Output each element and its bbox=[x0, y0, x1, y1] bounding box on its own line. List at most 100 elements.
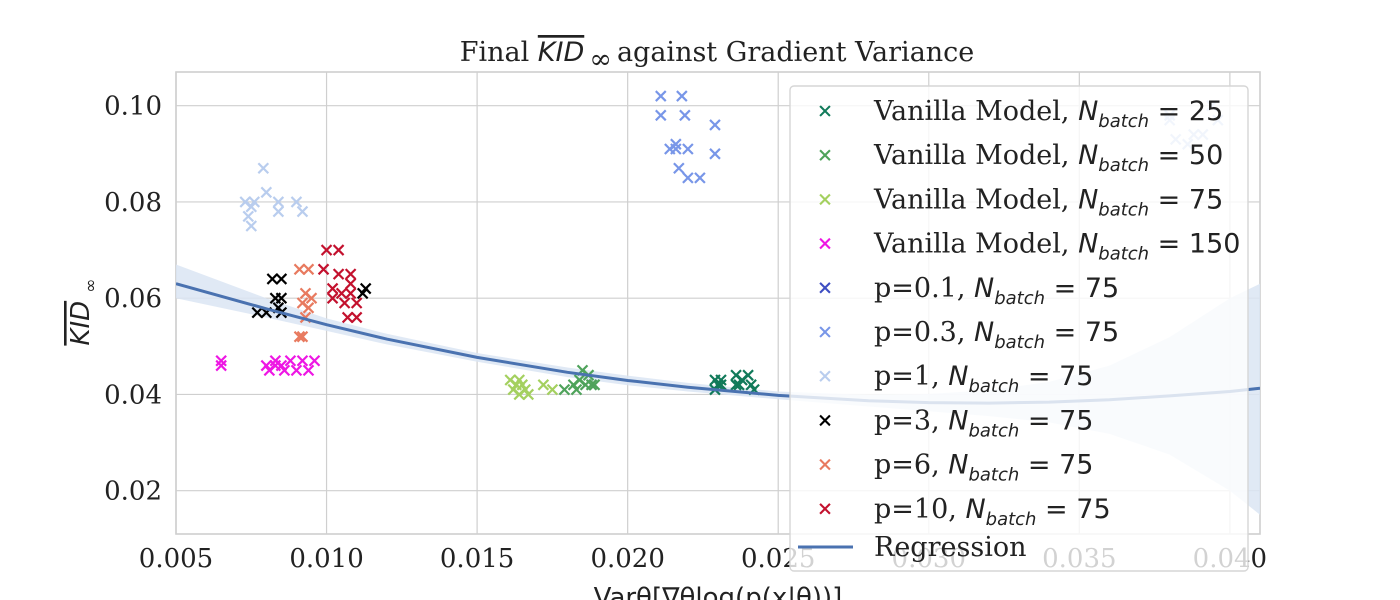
scatter-point bbox=[513, 374, 526, 386]
series-markers bbox=[215, 354, 321, 377]
legend-label: Vanilla Model, Nbatch = 75 bbox=[873, 184, 1223, 220]
legend-batch-value: 150 bbox=[1189, 229, 1241, 260]
legend-batch-subscript: batch bbox=[1098, 155, 1149, 176]
scatter-point bbox=[278, 364, 291, 377]
scatter-point bbox=[275, 292, 288, 304]
y-tick-label: 0.08 bbox=[104, 188, 162, 218]
y-tick-label: 0.06 bbox=[104, 284, 162, 314]
scatter-point bbox=[290, 196, 303, 208]
scatter-point bbox=[326, 292, 339, 304]
legend-batch-value: 75 bbox=[1076, 494, 1110, 525]
legend-label: Vanilla Model, Nbatch = 50 bbox=[873, 140, 1223, 176]
y-axis-label-infinity: ∞ bbox=[81, 278, 101, 292]
legend-batch-subscript: batch bbox=[968, 465, 1019, 486]
scatter-point bbox=[284, 354, 297, 367]
scatter-point bbox=[682, 143, 694, 155]
scatter-point bbox=[293, 263, 306, 276]
legend-marker bbox=[819, 105, 831, 117]
scatter-point bbox=[522, 388, 535, 401]
legend-n-symbol: N bbox=[1078, 140, 1098, 171]
scatter-point bbox=[296, 354, 309, 367]
scatter-point bbox=[326, 282, 339, 295]
title-infinity: ∞ bbox=[589, 44, 612, 75]
legend-equals: = bbox=[1045, 273, 1085, 304]
scatter-point bbox=[519, 383, 532, 396]
series-markers bbox=[709, 369, 760, 396]
legend-label-prefix: p=1, bbox=[874, 361, 948, 392]
legend-batch-subscript: batch bbox=[1098, 199, 1149, 220]
scatter-point bbox=[570, 383, 583, 396]
scatter-point bbox=[712, 379, 724, 391]
legend-batch-subscript: batch bbox=[1098, 244, 1149, 265]
y-tick-label: 0.10 bbox=[104, 92, 162, 122]
scatter-point bbox=[245, 200, 258, 213]
series-markers bbox=[504, 374, 559, 401]
scatter-point bbox=[317, 263, 330, 276]
scatter-point bbox=[302, 302, 315, 314]
legend-marker bbox=[819, 237, 831, 250]
legend-label: p=10, Nbatch = 75 bbox=[874, 494, 1111, 530]
legend-marker bbox=[819, 414, 831, 427]
scatter-point bbox=[260, 359, 273, 372]
legend-equals: = bbox=[1149, 184, 1189, 215]
legend-batch-subscript: batch bbox=[968, 420, 1019, 441]
scatter-point bbox=[742, 369, 754, 381]
scatter-point bbox=[293, 330, 306, 343]
legend-label: p=0.3, Nbatch = 75 bbox=[874, 317, 1119, 353]
legend-label-prefix: Vanilla Model, bbox=[873, 140, 1078, 171]
scatter-point bbox=[676, 90, 688, 102]
legend-regression-label: Regression bbox=[874, 532, 1026, 563]
legend-label: Vanilla Model, Nbatch = 25 bbox=[873, 96, 1223, 132]
legend-n-symbol: N bbox=[974, 317, 994, 348]
scatter-point bbox=[242, 210, 255, 223]
scatter-point bbox=[679, 109, 691, 122]
legend-marker bbox=[819, 149, 831, 161]
scatter-point bbox=[344, 287, 357, 300]
scatter-point bbox=[588, 379, 601, 391]
x-axis-label: Varθ[∇θlog(p(x|θ))] bbox=[594, 583, 843, 600]
legend-marker bbox=[819, 326, 831, 338]
legend-n-symbol: N bbox=[1078, 229, 1098, 260]
legend-label-prefix: Vanilla Model, bbox=[873, 96, 1078, 127]
scatter-point bbox=[335, 287, 348, 300]
scatter-point bbox=[546, 383, 559, 396]
y-tick-label: 0.02 bbox=[104, 477, 162, 507]
scatter-point bbox=[272, 205, 285, 218]
scatter-point bbox=[308, 354, 321, 367]
legend-batch-value: 50 bbox=[1189, 140, 1223, 171]
scatter-point bbox=[715, 379, 727, 391]
legend-label-prefix: p=3, bbox=[874, 405, 948, 436]
scatter-point bbox=[272, 196, 285, 208]
series-markers bbox=[293, 263, 318, 343]
scatter-point bbox=[350, 311, 363, 324]
x-tick-label: 0.020 bbox=[590, 544, 664, 574]
legend-equals: = bbox=[1149, 96, 1189, 127]
scatter-point bbox=[302, 364, 315, 377]
legend-label-prefix: p=0.1, bbox=[874, 273, 974, 304]
legend-marker bbox=[819, 503, 831, 515]
legend-equals: = bbox=[1149, 229, 1189, 260]
scatter-point bbox=[215, 354, 227, 367]
scatter-point bbox=[305, 292, 318, 304]
chart-title: Final KID ∞ against Gradient Variance bbox=[460, 37, 975, 75]
x-tick-label: 0.015 bbox=[440, 544, 514, 574]
scatter-point bbox=[296, 330, 309, 343]
scatter-point bbox=[670, 143, 682, 155]
legend-equals: = bbox=[1019, 361, 1059, 392]
legend-batch-value: 75 bbox=[1059, 361, 1093, 392]
scatter-point bbox=[344, 277, 357, 290]
legend-label-prefix: p=10, bbox=[874, 494, 965, 525]
scatter-point bbox=[682, 172, 694, 184]
scatter-point bbox=[257, 162, 270, 175]
legend-n-symbol: N bbox=[948, 361, 968, 392]
legend-n-symbol: N bbox=[948, 450, 968, 481]
legend-marker bbox=[819, 458, 831, 471]
scatter-point bbox=[673, 162, 685, 175]
y-axis-label-kid: KID bbox=[66, 301, 96, 346]
legend-label-prefix: Vanilla Model, bbox=[873, 184, 1078, 215]
legend-marker bbox=[819, 282, 831, 294]
scatter-point bbox=[248, 196, 261, 208]
scatter-point bbox=[350, 297, 363, 309]
y-axis-label: KID ∞ bbox=[66, 278, 101, 345]
scatter-point bbox=[655, 109, 667, 122]
